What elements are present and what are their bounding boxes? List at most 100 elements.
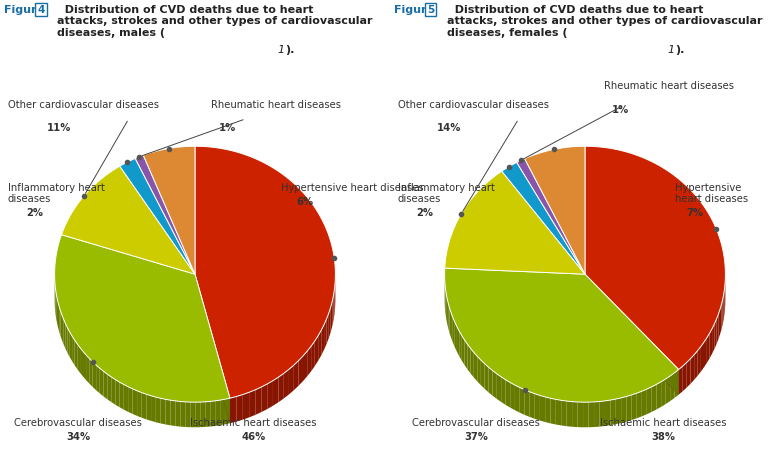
Polygon shape (611, 399, 615, 425)
Polygon shape (289, 365, 294, 394)
Polygon shape (714, 319, 717, 349)
Polygon shape (445, 268, 679, 402)
Text: 6%: 6% (296, 197, 314, 207)
Text: Other cardiovascular diseases: Other cardiovascular diseases (8, 100, 159, 110)
Polygon shape (707, 333, 710, 363)
Polygon shape (195, 402, 200, 427)
Polygon shape (220, 399, 225, 425)
Text: Figure: Figure (4, 5, 48, 15)
Polygon shape (57, 298, 58, 327)
Polygon shape (68, 328, 69, 357)
Polygon shape (470, 348, 473, 377)
Polygon shape (589, 402, 594, 427)
Polygon shape (100, 368, 104, 396)
Polygon shape (180, 401, 186, 427)
Text: 5: 5 (427, 5, 434, 15)
Polygon shape (661, 379, 665, 407)
Text: Hypertensive
heart diseases: Hypertensive heart diseases (675, 183, 748, 204)
Text: Rheumatic heart diseases: Rheumatic heart diseases (211, 100, 341, 110)
Text: Ischaemic heart diseases: Ischaemic heart diseases (190, 418, 317, 428)
Polygon shape (230, 397, 236, 423)
Polygon shape (64, 319, 66, 349)
Text: 1: 1 (278, 45, 285, 55)
Polygon shape (583, 402, 589, 427)
Polygon shape (236, 394, 243, 422)
Polygon shape (294, 361, 299, 390)
Polygon shape (502, 162, 585, 274)
Polygon shape (56, 293, 57, 323)
Polygon shape (112, 377, 115, 405)
Polygon shape (104, 371, 108, 399)
Text: 2%: 2% (27, 208, 44, 218)
Polygon shape (626, 395, 632, 422)
Text: Cerebrovascular diseases: Cerebrovascular diseases (14, 418, 142, 428)
Polygon shape (535, 393, 540, 420)
Polygon shape (682, 362, 686, 391)
Polygon shape (525, 146, 585, 274)
Polygon shape (324, 319, 327, 350)
Text: 46%: 46% (241, 432, 266, 442)
Text: Figure: Figure (394, 5, 438, 15)
Polygon shape (261, 384, 268, 412)
Polygon shape (303, 351, 307, 381)
Polygon shape (585, 146, 725, 370)
Polygon shape (594, 401, 600, 427)
Text: Other cardiovascular diseases: Other cardiovascular diseases (398, 100, 549, 110)
Polygon shape (142, 393, 147, 420)
Polygon shape (704, 338, 707, 367)
Text: 38%: 38% (651, 432, 675, 442)
Polygon shape (332, 295, 334, 326)
Polygon shape (72, 336, 75, 365)
Polygon shape (551, 398, 556, 425)
Polygon shape (447, 298, 448, 328)
Polygon shape (572, 402, 577, 427)
Polygon shape (642, 389, 647, 416)
Polygon shape (195, 146, 335, 398)
Polygon shape (200, 402, 205, 427)
Polygon shape (467, 344, 470, 373)
Polygon shape (710, 329, 712, 358)
Text: 2%: 2% (417, 208, 434, 218)
Text: Hypertensive heart diseases: Hypertensive heart diseases (281, 183, 424, 193)
Polygon shape (255, 387, 261, 415)
Polygon shape (135, 155, 195, 274)
Polygon shape (519, 388, 525, 415)
Polygon shape (186, 402, 190, 427)
Text: Rheumatic heart diseases: Rheumatic heart diseases (604, 81, 735, 91)
Polygon shape (465, 340, 467, 369)
Polygon shape (718, 309, 720, 340)
Polygon shape (331, 301, 332, 332)
Polygon shape (530, 392, 535, 419)
Polygon shape (585, 274, 679, 395)
Polygon shape (119, 382, 124, 409)
Polygon shape (137, 391, 142, 418)
Polygon shape (605, 400, 611, 426)
Polygon shape (273, 377, 278, 406)
Polygon shape (480, 360, 484, 389)
Polygon shape (83, 351, 86, 380)
Polygon shape (96, 365, 100, 393)
Text: Inflammatory heart
diseases: Inflammatory heart diseases (8, 183, 105, 204)
Text: 37%: 37% (464, 432, 488, 442)
Polygon shape (144, 146, 195, 274)
Polygon shape (128, 387, 133, 414)
Polygon shape (686, 359, 690, 388)
Polygon shape (156, 397, 161, 423)
Polygon shape (679, 366, 682, 395)
Polygon shape (89, 358, 93, 387)
Text: 14%: 14% (436, 123, 461, 133)
Polygon shape (515, 385, 519, 413)
Polygon shape (215, 400, 220, 426)
Text: 11%: 11% (46, 123, 71, 133)
Text: 7%: 7% (686, 208, 704, 218)
Polygon shape (75, 340, 77, 369)
Polygon shape (58, 302, 59, 332)
Polygon shape (670, 373, 675, 401)
Text: ).: ). (285, 45, 294, 55)
Polygon shape (161, 398, 165, 425)
Polygon shape (80, 348, 83, 377)
Text: Distribution of CVD deaths due to heart
attacks, strokes and other types of card: Distribution of CVD deaths due to heart … (56, 5, 372, 38)
Polygon shape (453, 317, 455, 347)
Text: Inflammatory heart
diseases: Inflammatory heart diseases (398, 183, 495, 204)
Polygon shape (165, 399, 170, 425)
